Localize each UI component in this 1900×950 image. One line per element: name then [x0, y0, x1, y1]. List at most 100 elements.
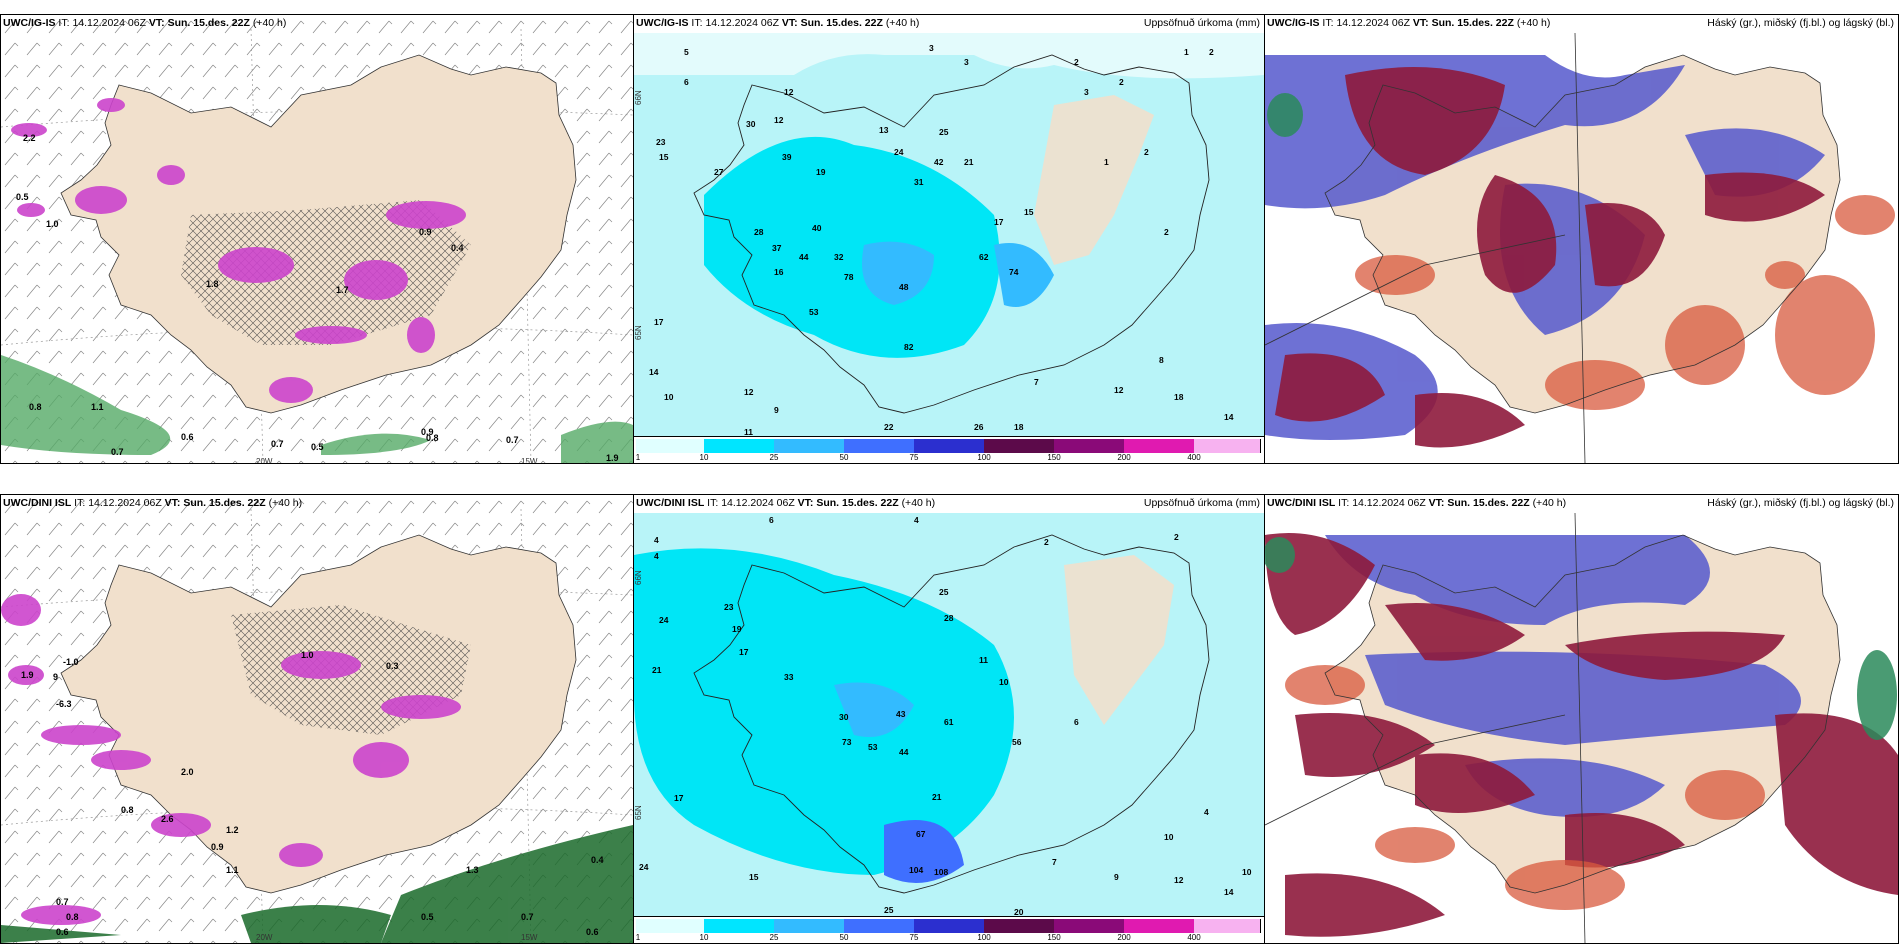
lat-label: 66N	[634, 570, 643, 585]
svg-text:30: 30	[746, 119, 756, 129]
svg-text:15: 15	[659, 152, 669, 162]
svg-text:1.9: 1.9	[21, 670, 34, 680]
colorbar-label: 10	[699, 453, 709, 462]
svg-text:0.7: 0.7	[111, 447, 124, 457]
colorbar-label: 75	[909, 933, 919, 942]
svg-text:14: 14	[1224, 887, 1234, 897]
svg-text:11: 11	[744, 427, 753, 437]
svg-text:10: 10	[1164, 832, 1174, 842]
colorbar-segment	[984, 439, 1055, 453]
lon-label: 15W	[521, 933, 538, 942]
colorbar-segment	[1194, 439, 1261, 453]
panel-title: UWC/IG-IS IT: 14.12.2024 06Z VT: Sun. 15…	[636, 17, 920, 29]
svg-text:2: 2	[1119, 77, 1124, 87]
colorbar-segment	[1054, 439, 1125, 453]
svg-text:61: 61	[944, 717, 954, 727]
svg-text:4: 4	[914, 515, 919, 525]
precip-title: Uppsöfnuð úrkoma (mm)	[1143, 17, 1260, 29]
cloud-title: Háský (gr.), miðský (fj.bl.) og lágský (…	[1707, 17, 1894, 29]
svg-text:78: 78	[844, 272, 854, 282]
svg-text:-1.0: -1.0	[63, 657, 79, 667]
svg-text:0.7: 0.7	[521, 912, 534, 922]
svg-text:1.1: 1.1	[226, 865, 239, 875]
precip-colorbar: 1 10 25 50 75 100 150 200 400	[634, 916, 1264, 943]
svg-text:4: 4	[1204, 807, 1209, 817]
svg-text:24: 24	[639, 862, 649, 872]
colorbar-segment	[1124, 919, 1195, 933]
precip-values: 4 4 6 4 2 2 24 23 19 17 21 25 28 11 10 3…	[639, 515, 1252, 917]
colorbar-label: 50	[839, 453, 849, 462]
svg-text:23: 23	[656, 137, 666, 147]
svg-text:1: 1	[1184, 47, 1189, 57]
svg-text:6: 6	[769, 515, 774, 525]
svg-text:2: 2	[1074, 57, 1079, 67]
panel-row1-wind: UWC/IG-IS IT: 14.12.2024 06Z VT: Sun. 15…	[0, 14, 634, 464]
svg-text:21: 21	[964, 157, 974, 167]
lon-label: 20W	[256, 933, 273, 942]
svg-text:17: 17	[654, 317, 664, 327]
svg-text:21: 21	[932, 792, 942, 802]
svg-text:2: 2	[1144, 147, 1149, 157]
svg-text:0.8: 0.8	[121, 805, 134, 815]
svg-text:2.6: 2.6	[161, 814, 174, 824]
lat-label: 66N	[634, 90, 643, 105]
colorbar-label: 1	[635, 933, 641, 942]
panel-row2-wind: UWC/DINI ISL IT: 14.12.2024 06Z VT: Sun.…	[0, 494, 634, 944]
svg-text:48: 48	[899, 282, 909, 292]
colorbar-label: 50	[839, 933, 849, 942]
svg-text:2: 2	[1174, 532, 1179, 542]
svg-text:40: 40	[812, 223, 822, 233]
svg-text:42: 42	[934, 157, 944, 167]
svg-text:1.0: 1.0	[301, 650, 314, 660]
svg-text:0.5: 0.5	[311, 442, 324, 452]
low-cloud	[1275, 67, 1825, 448]
svg-text:104: 104	[909, 865, 923, 875]
svg-text:7: 7	[1052, 857, 1057, 867]
svg-text:4: 4	[654, 535, 659, 545]
colorbar-segment	[636, 439, 705, 453]
svg-text:0.6: 0.6	[56, 927, 69, 937]
svg-text:44: 44	[799, 252, 809, 262]
svg-text:16: 16	[774, 267, 784, 277]
colorbar-segment	[1194, 919, 1261, 933]
svg-text:1.0: 1.0	[46, 219, 59, 229]
svg-text:4: 4	[654, 551, 659, 561]
svg-text:13: 13	[879, 125, 889, 135]
svg-text:25: 25	[884, 905, 894, 915]
iceland-wind-map: -1.0 9 -6.3 1.9 0.7 0.6 0.8 2.6 1.2 1.1 …	[1, 495, 633, 943]
svg-text:74: 74	[1009, 267, 1019, 277]
svg-text:0.6: 0.6	[181, 432, 194, 442]
svg-text:73: 73	[842, 737, 852, 747]
svg-text:5: 5	[684, 47, 689, 57]
svg-text:25: 25	[939, 587, 949, 597]
svg-text:22: 22	[884, 422, 894, 432]
svg-text:28: 28	[944, 613, 954, 623]
svg-text:82: 82	[904, 342, 914, 352]
svg-text:9: 9	[774, 405, 779, 415]
svg-text:2.2: 2.2	[23, 133, 36, 143]
colorbar-label: 400	[1187, 453, 1201, 462]
colorbar-segment	[844, 439, 915, 453]
precip-map: 5 6 3 3 2 2 3 2 1 13 12 12 30 39 25 42 2…	[634, 33, 1264, 443]
svg-text:7: 7	[1034, 377, 1039, 387]
svg-text:0.4: 0.4	[591, 855, 604, 865]
svg-text:26: 26	[974, 422, 984, 432]
colorbar-label: 150	[1047, 453, 1061, 462]
svg-text:3: 3	[929, 43, 934, 53]
svg-text:43: 43	[896, 709, 906, 719]
svg-text:1.3: 1.3	[466, 865, 479, 875]
svg-text:1.2: 1.2	[226, 825, 239, 835]
svg-text:25: 25	[939, 127, 949, 137]
precip-title: Uppsöfnuð úrkoma (mm)	[1143, 497, 1260, 509]
green-cloud-areas	[1265, 537, 1897, 740]
green-areas	[1, 355, 633, 463]
panel-title: UWC/DINI ISL IT: 14.12.2024 06Z VT: Sun.…	[1267, 497, 1567, 509]
svg-text:0.8: 0.8	[29, 402, 42, 412]
colorbar-segment	[636, 919, 705, 933]
colorbar-segment	[914, 919, 985, 933]
svg-text:11: 11	[979, 655, 988, 665]
panel-title: UWC/DINI ISL IT: 14.12.2024 06Z VT: Sun.…	[3, 497, 303, 509]
svg-text:32: 32	[834, 252, 844, 262]
colorbar-segment	[704, 439, 775, 453]
svg-text:0.7: 0.7	[271, 439, 284, 449]
